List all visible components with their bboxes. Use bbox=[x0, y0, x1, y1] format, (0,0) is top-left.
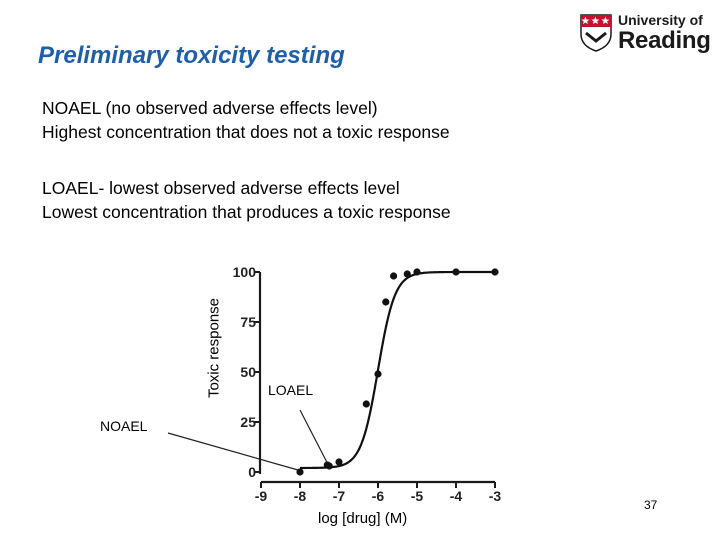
slide-title: Preliminary toxicity testing bbox=[38, 42, 345, 69]
noael-leader-line bbox=[167, 432, 299, 471]
loael-annotation-label: LOAEL bbox=[268, 382, 314, 398]
x-tick-label: -7 bbox=[333, 488, 346, 504]
loael-definition-heading: LOAEL- lowest observed adverse effects l… bbox=[42, 176, 400, 200]
data-point bbox=[382, 298, 390, 306]
y-tick-label: 25 bbox=[240, 414, 256, 430]
noael-heading-rest: (no observed adverse effects level) bbox=[100, 98, 378, 118]
loael-leader-line bbox=[299, 409, 328, 464]
data-point bbox=[390, 272, 398, 280]
loael-heading-rest: - lowest observed adverse effects level bbox=[98, 178, 400, 198]
noael-definition-heading: NOAEL (no observed adverse effects level… bbox=[42, 96, 378, 120]
page-number: 37 bbox=[644, 498, 658, 512]
data-point bbox=[362, 400, 370, 408]
x-axis-label: log [drug] (M) bbox=[318, 510, 408, 527]
data-point bbox=[335, 458, 343, 466]
x-tick-label: -9 bbox=[255, 488, 268, 504]
y-tick-label: 50 bbox=[240, 364, 256, 380]
shield-icon bbox=[580, 14, 612, 52]
data-point bbox=[452, 268, 460, 276]
y-tick-label: 100 bbox=[233, 264, 257, 280]
data-point bbox=[403, 270, 411, 278]
y-tick-label: 75 bbox=[240, 314, 256, 330]
loael-heading-term: LOAEL bbox=[42, 178, 99, 198]
data-point bbox=[491, 268, 499, 276]
x-tick-label: -4 bbox=[450, 488, 463, 504]
data-point bbox=[296, 468, 304, 476]
noael-annotation-label: NOAEL bbox=[100, 418, 148, 434]
data-point bbox=[374, 370, 382, 378]
logo-line2: Reading bbox=[618, 27, 711, 54]
x-tick-label: -5 bbox=[411, 488, 424, 504]
noael-definition-text: Highest concentration that does not a to… bbox=[42, 122, 450, 142]
logo-line1: University of bbox=[618, 12, 703, 28]
x-tick-label: -6 bbox=[372, 488, 385, 504]
x-tick-label: -3 bbox=[489, 488, 502, 504]
loael-definition-text: Lowest concentration that produces a tox… bbox=[42, 202, 451, 222]
data-point bbox=[413, 268, 421, 276]
x-tick-label: -8 bbox=[294, 488, 307, 504]
university-logo: University of Reading bbox=[580, 10, 711, 56]
data-point bbox=[325, 462, 333, 470]
y-tick-label: 0 bbox=[248, 464, 256, 480]
fit-curve bbox=[300, 270, 495, 470]
y-axis-label: Toxic response bbox=[205, 297, 223, 399]
noael-heading-term: NOAEL bbox=[42, 98, 101, 118]
